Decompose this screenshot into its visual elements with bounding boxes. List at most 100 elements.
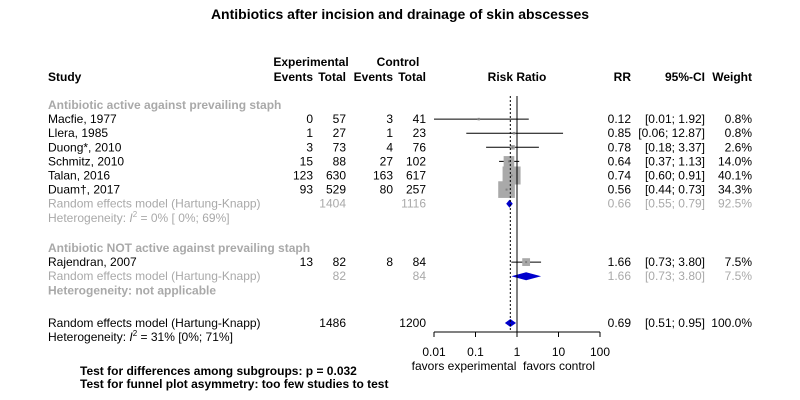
subgroup-pooled-rr: 0.66 — [608, 197, 632, 211]
confidence-interval: [0.60; 0.91] — [645, 169, 705, 183]
overall-pooled-ctl-total: 1200 — [399, 316, 426, 330]
subgroup-pooled-diamond — [511, 272, 542, 281]
subgroup-pooled-ci: [0.73; 3.80] — [645, 269, 705, 283]
point-estimate — [510, 174, 513, 177]
confidence-interval: [0.44; 0.73] — [645, 183, 705, 197]
x-tick-label: 100 — [590, 345, 610, 359]
experimental-total: 73 — [333, 140, 347, 154]
control-events: 3 — [386, 112, 393, 126]
heterogeneity-prefix: Heterogeneity: — [48, 211, 129, 225]
experimental-events: 0 — [306, 112, 313, 126]
confidence-interval: [0.73; 3.80] — [645, 255, 705, 269]
experimental-events: 93 — [300, 183, 314, 197]
study-name: Duam†, 2017 — [48, 183, 120, 197]
confidence-interval: [0.01; 1.92] — [645, 112, 705, 126]
study-weight: 34.3% — [718, 183, 752, 197]
i-squared-superscript: 2 — [133, 210, 138, 219]
overall-pooled-label: Random effects model (Hartung-Knapp) — [48, 316, 261, 330]
heterogeneity-prefix: Heterogeneity: — [48, 330, 129, 344]
header-group-control: Control — [377, 55, 420, 69]
risk-ratio-value: 0.12 — [608, 112, 632, 126]
control-events: 1 — [386, 126, 393, 140]
header-risk-ratio: Risk Ratio — [488, 70, 547, 84]
subgroup-label: Antibiotic active against prevailing sta… — [48, 98, 281, 112]
study-name: Schmitz, 2010 — [48, 154, 124, 168]
i-squared-superscript: 2 — [133, 329, 138, 338]
subgroup-pooled-label: Random effects model (Hartung-Knapp) — [48, 197, 261, 211]
subgroup-pooled-exp-total: 82 — [333, 269, 347, 283]
experimental-events: 3 — [306, 140, 313, 154]
experimental-total: 57 — [333, 112, 347, 126]
risk-ratio-value: 0.56 — [608, 183, 632, 197]
experimental-total: 27 — [333, 126, 347, 140]
control-total: 23 — [413, 126, 427, 140]
chart-title: Antibiotics after incision and drainage … — [211, 6, 589, 22]
overall-pooled-diamond — [504, 319, 517, 327]
x-tick-label: 0.01 — [422, 345, 446, 359]
forest-rows: Antibiotic active against prevailing sta… — [48, 98, 752, 344]
subgroup-label: Antibiotic NOT active against prevailing… — [48, 241, 310, 255]
control-total: 257 — [406, 183, 426, 197]
subgroup-pooled-ci: [0.55; 0.79] — [645, 197, 705, 211]
study-name: Macfie, 1977 — [48, 112, 117, 126]
x-tick-label: 1 — [514, 345, 521, 359]
control-events: 27 — [380, 154, 394, 168]
i-squared-symbol: I — [129, 330, 133, 344]
funnel-test-text: Test for funnel plot asymmetry: too few … — [80, 377, 388, 391]
subgroup-test-text: Test for differences among subgroups: p … — [80, 364, 357, 378]
study-name: Rajendran, 2007 — [48, 255, 137, 269]
experimental-total: 630 — [326, 169, 346, 183]
subgroup-pooled-exp-total: 1404 — [319, 197, 346, 211]
header-group-experimental: Experimental — [273, 55, 348, 69]
header-ctl-events: Events — [354, 70, 394, 84]
risk-ratio-value: 0.74 — [608, 169, 632, 183]
heterogeneity-value: = 0% [ 0%; 69%] — [137, 211, 229, 225]
study-weight: 40.1% — [718, 169, 752, 183]
experimental-events: 123 — [293, 169, 313, 183]
subgroup-pooled-rr: 1.66 — [608, 269, 632, 283]
plot-area: 0.01 0.1 1 10 100 favors experimental favors c… — [412, 96, 610, 373]
experimental-events: 15 — [300, 154, 314, 168]
point-estimate — [525, 261, 528, 264]
study-weight: 7.5% — [725, 255, 753, 269]
risk-ratio-value: 0.85 — [608, 126, 632, 140]
subgroup-pooled-diamond — [506, 199, 513, 208]
overall-pooled-ci: [0.51; 0.95] — [645, 316, 705, 330]
study-name: Llera, 1985 — [48, 126, 108, 140]
control-total: 84 — [413, 255, 427, 269]
confidence-interval: [0.37; 1.13] — [645, 154, 705, 168]
favors-experimental-label: favors experimental — [412, 359, 517, 373]
subgroup-pooled-weight: 7.5% — [725, 269, 753, 283]
control-total: 76 — [413, 140, 427, 154]
subgroup-pooled-ctl-total: 84 — [413, 269, 427, 283]
point-estimate — [477, 118, 480, 121]
experimental-total: 88 — [333, 154, 347, 168]
study-weight: 0.8% — [725, 126, 753, 140]
experimental-events: 1 — [306, 126, 313, 140]
study-weight: 14.0% — [718, 154, 752, 168]
header-weight: Weight — [712, 70, 752, 84]
control-events: 163 — [373, 169, 393, 183]
header-exp-events: Events — [274, 70, 314, 84]
control-total: 617 — [406, 169, 426, 183]
control-events: 80 — [380, 183, 394, 197]
subgroup-pooled-label: Random effects model (Hartung-Knapp) — [48, 269, 261, 283]
i-squared-symbol: I — [129, 211, 133, 225]
x-tick-label: 0.1 — [467, 345, 484, 359]
overall-pooled-rr: 0.69 — [608, 316, 632, 330]
study-name: Duong*, 2010 — [48, 140, 122, 154]
favors-control-label: favors control — [523, 359, 595, 373]
experimental-events: 13 — [300, 255, 314, 269]
overall-heterogeneity: Heterogeneity: I2 = 31% [0%; 71%] — [48, 329, 233, 344]
subgroup-pooled-ctl-total: 1116 — [401, 197, 426, 211]
point-estimate — [513, 132, 516, 135]
point-estimate — [511, 146, 514, 149]
experimental-total: 529 — [326, 183, 346, 197]
header-ci: 95%-CI — [665, 70, 705, 84]
heterogeneity-value: = 31% [0%; 71%] — [137, 330, 233, 344]
study-weight: 0.8% — [725, 112, 753, 126]
confidence-interval: [0.06; 12.87] — [638, 126, 705, 140]
study-name: Talan, 2016 — [48, 169, 110, 183]
point-estimate — [505, 188, 508, 191]
